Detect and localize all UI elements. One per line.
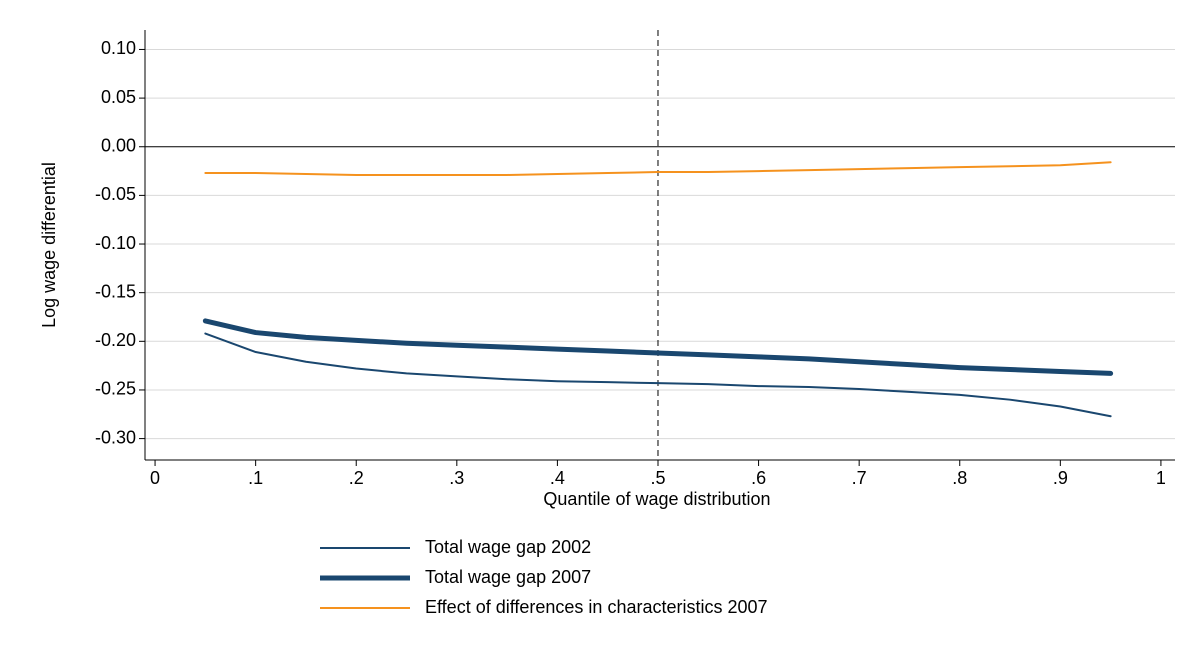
series-line	[204, 161, 1112, 176]
y-tick-label: 0.10	[101, 38, 136, 58]
x-tick-label: 0	[150, 468, 160, 488]
x-tick-label: .4	[550, 468, 565, 488]
legend-label: Total wage gap 2007	[425, 567, 591, 587]
legend-label: Effect of differences in characteristics…	[425, 597, 768, 617]
y-axis-title: Log wage differential	[39, 162, 59, 328]
x-tick-label: .5	[650, 468, 665, 488]
y-tick-label: 0.00	[101, 135, 136, 155]
y-tick-label: -0.10	[95, 233, 136, 253]
x-tick-label: .6	[751, 468, 766, 488]
y-tick-label: -0.15	[95, 281, 136, 301]
x-tick-label: .1	[248, 468, 263, 488]
y-tick-label: -0.30	[95, 427, 136, 447]
y-tick-label: -0.05	[95, 184, 136, 204]
series-line	[204, 332, 1112, 418]
y-tick-label: -0.25	[95, 379, 136, 399]
series-line	[202, 318, 1114, 376]
legend-label: Total wage gap 2002	[425, 537, 591, 557]
y-tick-label: 0.05	[101, 87, 136, 107]
x-tick-label: 1	[1156, 468, 1166, 488]
y-tick-label: -0.20	[95, 330, 136, 350]
x-tick-label: .3	[449, 468, 464, 488]
x-tick-label: .9	[1053, 468, 1068, 488]
x-tick-label: .2	[349, 468, 364, 488]
x-tick-label: .7	[852, 468, 867, 488]
x-axis-title: Quantile of wage distribution	[543, 489, 770, 509]
x-tick-label: .8	[952, 468, 967, 488]
